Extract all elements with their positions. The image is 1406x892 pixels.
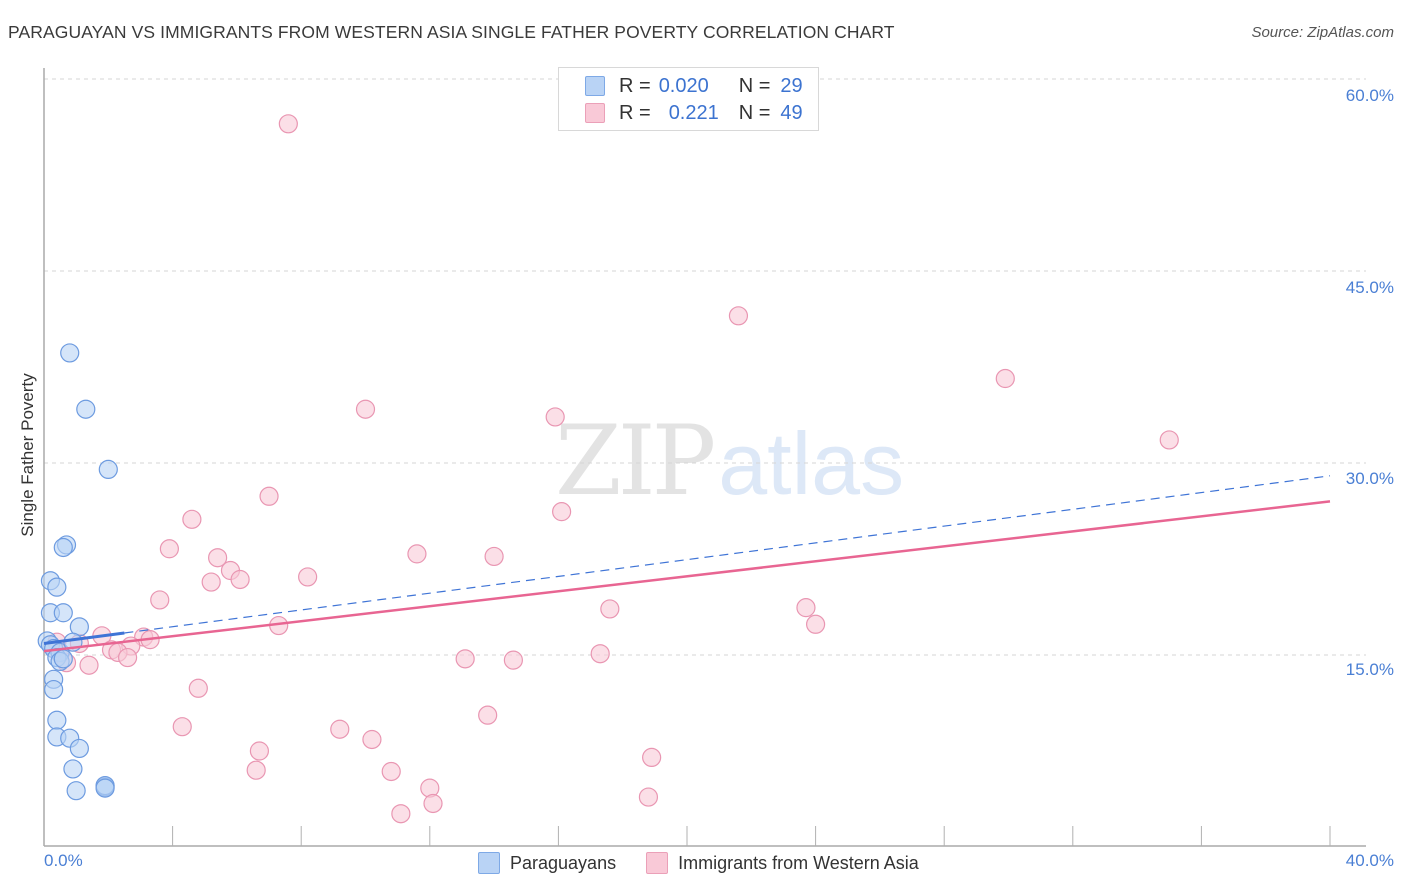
n-value: 49	[780, 101, 803, 124]
data-point[interactable]	[230, 569, 250, 590]
data-point[interactable]	[259, 486, 279, 506]
data-point[interactable]	[188, 678, 208, 698]
y-tick-15: 15.0%	[1345, 660, 1394, 679]
r-label: R =	[619, 101, 651, 124]
series-immigrants-western-asia	[47, 114, 1179, 824]
data-point[interactable]	[638, 787, 659, 807]
paraguayans-swatch	[478, 852, 500, 874]
data-point[interactable]	[805, 614, 826, 634]
data-point[interactable]	[201, 572, 221, 592]
y-axis-label: Single Father Poverty	[18, 373, 37, 537]
legend-item-immigrants[interactable]: Immigrants from Western Asia	[646, 852, 919, 874]
source-label: Source: ZipAtlas.com	[1251, 24, 1394, 41]
data-point[interactable]	[44, 679, 64, 700]
data-point[interactable]	[330, 719, 350, 739]
y-tick-45: 45.0%	[1345, 278, 1394, 297]
n-label: N =	[738, 74, 771, 97]
immigrants-swatch	[585, 103, 605, 123]
trend-lines	[43, 475, 1331, 653]
data-point[interactable]	[995, 368, 1015, 389]
data-point[interactable]	[381, 761, 401, 782]
legend-item-paraguayans[interactable]: Paraguayans	[478, 852, 616, 874]
data-point[interactable]	[362, 729, 382, 750]
data-point[interactable]	[53, 649, 73, 669]
data-point[interactable]	[47, 577, 67, 597]
data-point[interactable]	[95, 778, 115, 798]
data-point[interactable]	[728, 306, 749, 326]
n-value: 29	[780, 74, 803, 97]
x-tick-40: 40.0%	[1345, 851, 1394, 870]
x-tick-0: 0.0%	[44, 851, 83, 870]
data-point[interactable]	[172, 717, 192, 737]
data-point[interactable]	[407, 544, 427, 564]
data-point[interactable]	[478, 705, 498, 725]
chart-title: PARAGUAYAN VS IMMIGRANTS FROM WESTERN AS…	[8, 22, 895, 42]
data-point[interactable]	[150, 590, 170, 610]
n-label: N =	[738, 101, 771, 124]
data-point[interactable]	[60, 343, 80, 363]
data-point[interactable]	[47, 710, 67, 730]
r-value: 0.020	[658, 74, 709, 97]
data-point[interactable]	[53, 537, 73, 558]
data-point[interactable]	[600, 599, 620, 619]
data-point[interactable]	[76, 399, 96, 419]
data-point[interactable]	[455, 649, 475, 669]
data-point[interactable]	[79, 655, 99, 675]
data-point[interactable]	[545, 407, 565, 427]
immigrants-swatch	[646, 852, 669, 874]
r-value: 0.221	[668, 101, 719, 124]
data-point[interactable]	[796, 598, 816, 618]
stats-row-paraguayans: R = 0.020 N = 29	[585, 74, 803, 98]
data-point[interactable]	[484, 546, 504, 567]
y-tick-30: 30.0%	[1345, 469, 1394, 488]
data-point[interactable]	[63, 759, 83, 779]
data-point[interactable]	[552, 502, 572, 522]
legend-label: Paraguayans	[510, 852, 617, 873]
data-point[interactable]	[1159, 430, 1179, 450]
data-point[interactable]	[423, 793, 443, 814]
stats-legend: R = 0.020 N = 29 R = 0.221 N = 49	[558, 67, 819, 131]
axes	[43, 68, 1366, 847]
data-point[interactable]	[246, 760, 266, 780]
paraguayans-trend-dashed	[124, 475, 1331, 634]
data-point[interactable]	[355, 399, 376, 419]
series-paraguayans	[37, 343, 118, 801]
data-point[interactable]	[117, 647, 138, 668]
legend-label: Immigrants from Western Asia	[678, 852, 919, 873]
data-point[interactable]	[642, 747, 662, 768]
immigrants-trend	[43, 500, 1331, 653]
data-point[interactable]	[69, 738, 89, 759]
data-point[interactable]	[53, 603, 73, 623]
data-point[interactable]	[278, 114, 298, 134]
data-point[interactable]	[208, 548, 228, 568]
data-point[interactable]	[159, 539, 179, 559]
data-point[interactable]	[503, 650, 523, 670]
data-point[interactable]	[590, 644, 610, 664]
data-point[interactable]	[391, 804, 411, 824]
data-point[interactable]	[182, 509, 202, 529]
y-tick-60: 60.0%	[1345, 86, 1394, 105]
grid-lines	[44, 78, 1366, 656]
stats-row-immigrants: R = 0.221 N = 49	[585, 101, 803, 125]
series-legend: Paraguayans Immigrants from Western Asia	[478, 852, 949, 874]
r-label: R =	[619, 74, 651, 97]
data-point[interactable]	[298, 567, 318, 587]
paraguayans-swatch	[585, 76, 605, 96]
data-point[interactable]	[249, 741, 270, 761]
data-point[interactable]	[66, 781, 86, 801]
paraguayans-trend-solid	[43, 631, 125, 645]
data-point[interactable]	[98, 459, 118, 479]
